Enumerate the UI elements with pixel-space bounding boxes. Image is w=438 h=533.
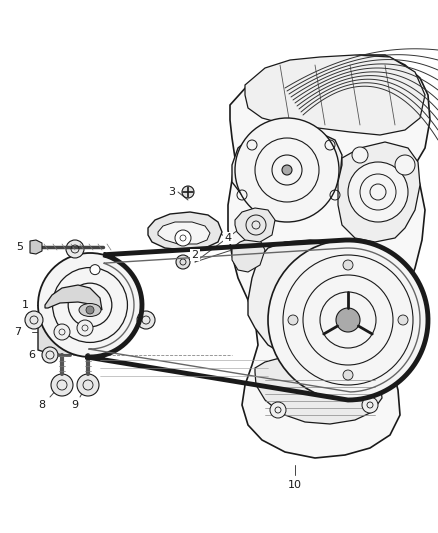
Ellipse shape [79,303,101,317]
Text: 7: 7 [14,327,21,337]
Circle shape [51,374,73,396]
Text: 5: 5 [17,242,24,252]
Circle shape [348,162,408,222]
Circle shape [66,240,84,258]
Circle shape [336,308,360,332]
Text: 4: 4 [224,233,232,243]
Polygon shape [232,130,342,210]
Circle shape [25,311,43,329]
Circle shape [42,347,58,363]
Polygon shape [338,142,420,242]
Text: 2: 2 [191,250,198,260]
Polygon shape [248,240,398,365]
Circle shape [270,402,286,418]
Text: 1: 1 [21,300,28,310]
Polygon shape [255,356,382,424]
Circle shape [90,265,100,274]
Polygon shape [245,55,425,135]
Circle shape [38,253,142,357]
Circle shape [235,118,339,222]
Circle shape [54,324,70,340]
Circle shape [77,374,99,396]
Polygon shape [45,285,102,310]
Polygon shape [228,55,430,458]
Circle shape [175,230,191,246]
Polygon shape [30,240,42,254]
Circle shape [288,315,298,325]
Circle shape [362,397,378,413]
Polygon shape [158,222,210,244]
Polygon shape [232,238,265,272]
Circle shape [352,147,368,163]
Circle shape [282,165,292,175]
Text: 3: 3 [169,187,176,197]
Text: 6: 6 [28,350,35,360]
Circle shape [343,370,353,380]
Text: 10: 10 [288,480,302,490]
Circle shape [395,155,415,175]
Circle shape [77,320,93,336]
Circle shape [398,315,408,325]
Polygon shape [235,208,275,242]
Circle shape [268,240,428,400]
Circle shape [176,255,190,269]
Polygon shape [148,212,222,250]
Circle shape [86,306,94,314]
Circle shape [182,186,194,198]
Circle shape [343,260,353,270]
Text: 9: 9 [71,400,78,410]
Polygon shape [38,305,108,355]
Text: 8: 8 [39,400,46,410]
Circle shape [137,311,155,329]
